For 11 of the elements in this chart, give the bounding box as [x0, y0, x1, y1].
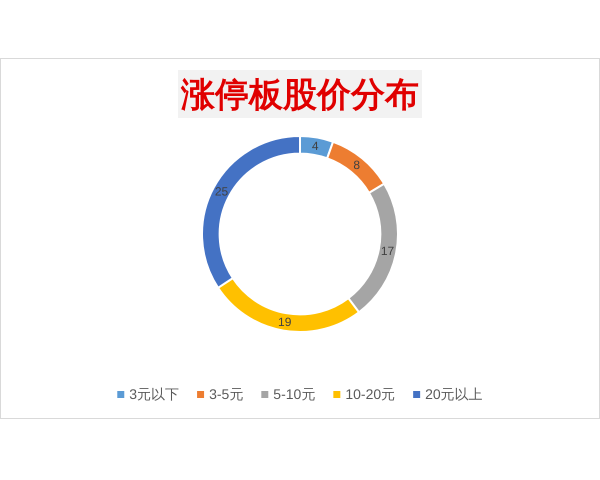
data-label: 17 — [380, 244, 395, 258]
legend-label: 20元以上 — [425, 386, 483, 402]
legend-label: 10-20元 — [345, 386, 396, 402]
data-label: 8 — [353, 158, 360, 172]
legend-label: 3元以下 — [129, 386, 180, 402]
legend-label: 3-5元 — [209, 386, 244, 402]
chart-title: 涨停板股价分布 — [180, 77, 419, 114]
data-label: 19 — [278, 314, 292, 329]
data-label: 25 — [214, 184, 229, 199]
data-label: 4 — [312, 139, 319, 154]
legend-label: 5-10元 — [273, 386, 316, 402]
